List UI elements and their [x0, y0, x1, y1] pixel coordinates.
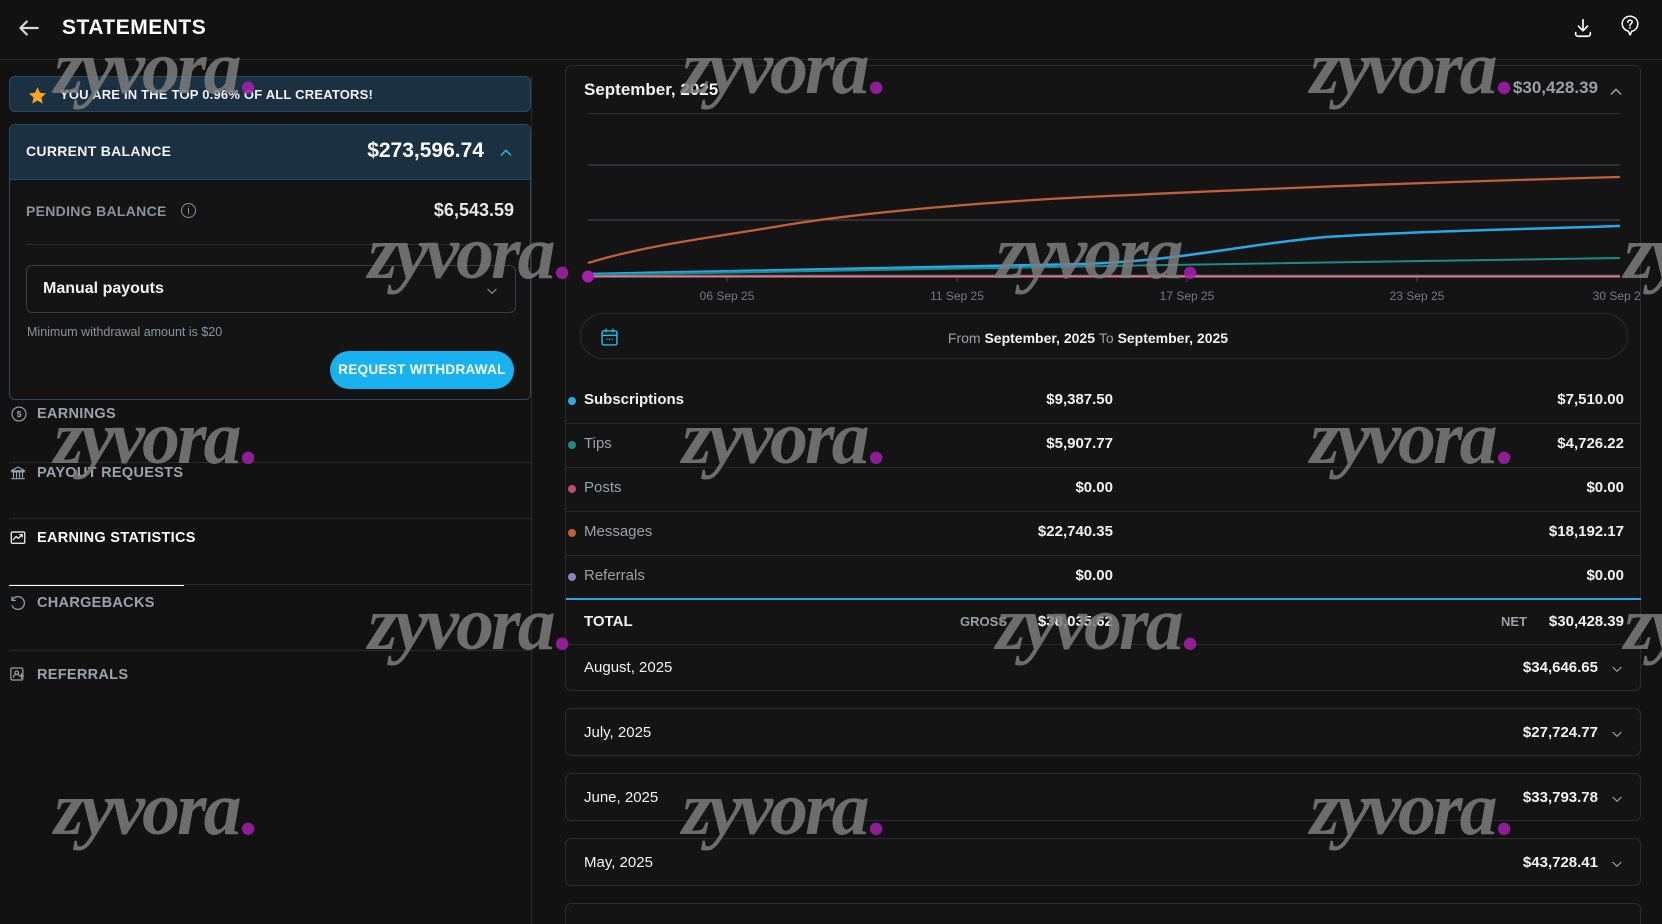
- svg-text:06 Sep 25: 06 Sep 25: [700, 289, 755, 303]
- svg-text:23 Sep 25: 23 Sep 25: [1390, 289, 1445, 303]
- svg-text:17 Sep 25: 17 Sep 25: [1160, 289, 1215, 303]
- svg-text:11 Sep 25: 11 Sep 25: [930, 289, 984, 303]
- svg-text:$: $: [17, 409, 22, 419]
- svg-text:30 Sep 25: 30 Sep 25: [1593, 289, 1641, 303]
